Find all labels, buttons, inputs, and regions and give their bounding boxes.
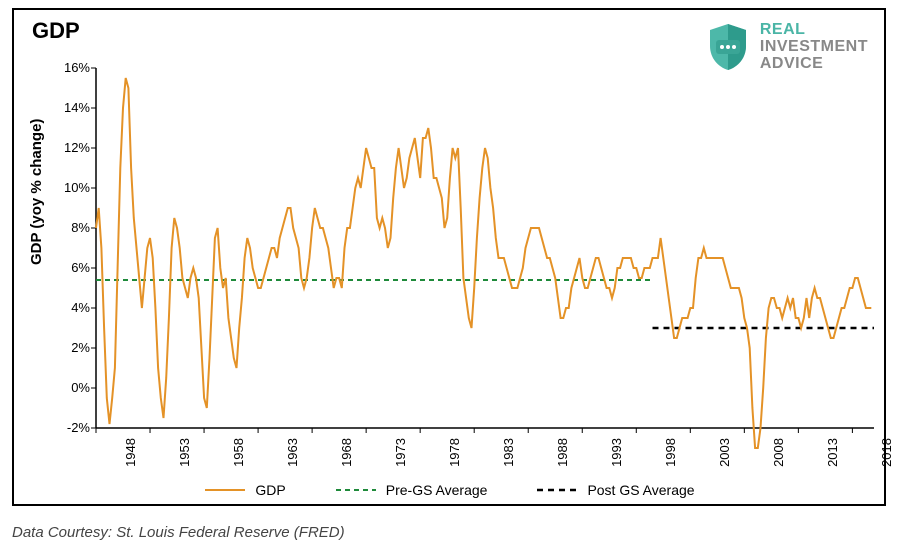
logo-text: REAL INVESTMENT ADVICE bbox=[760, 22, 868, 72]
x-tick-label: 1998 bbox=[663, 438, 678, 467]
shield-icon bbox=[706, 22, 750, 72]
logo-line2: INVESTMENT bbox=[760, 39, 868, 56]
x-tick-label: 1983 bbox=[501, 438, 516, 467]
legend-label: Pre-GS Average bbox=[386, 482, 488, 498]
y-tick-label: 14% bbox=[58, 100, 90, 115]
y-tick-label: -2% bbox=[58, 420, 90, 435]
x-tick-label: 1968 bbox=[339, 438, 354, 467]
x-tick-label: 1953 bbox=[177, 438, 192, 467]
x-tick-label: 1958 bbox=[231, 438, 246, 467]
y-tick-label: 12% bbox=[58, 140, 90, 155]
x-tick-label: 1973 bbox=[393, 438, 408, 467]
y-tick-label: 0% bbox=[58, 380, 90, 395]
legend-label: Post GS Average bbox=[587, 482, 694, 498]
x-tick-label: 1963 bbox=[285, 438, 300, 467]
legend: GDP Pre-GS Average Post GS Average bbox=[14, 482, 884, 498]
plot-area bbox=[96, 68, 874, 428]
x-tick-label: 2003 bbox=[717, 438, 732, 467]
x-tick-label: 1988 bbox=[555, 438, 570, 467]
y-tick-label: 6% bbox=[58, 260, 90, 275]
x-tick-label: 1948 bbox=[123, 438, 138, 467]
legend-item-post-gs: Post GS Average bbox=[535, 482, 694, 498]
chart-title: GDP bbox=[32, 18, 80, 44]
legend-item-pre-gs: Pre-GS Average bbox=[334, 482, 488, 498]
data-credit: Data Courtesy: St. Louis Federal Reserve… bbox=[12, 524, 345, 541]
y-tick-label: 16% bbox=[58, 60, 90, 75]
x-tick-label: 2013 bbox=[825, 438, 840, 467]
chart-frame: GDP REAL INVESTMENT ADVICE GDP (yoy % ch… bbox=[12, 8, 886, 506]
y-tick-label: 8% bbox=[58, 220, 90, 235]
plot-svg bbox=[96, 68, 874, 428]
legend-label: GDP bbox=[255, 482, 285, 498]
y-axis-label: GDP (yoy % change) bbox=[28, 119, 45, 265]
x-tick-label: 1978 bbox=[447, 438, 462, 467]
brand-logo: REAL INVESTMENT ADVICE bbox=[706, 22, 868, 72]
y-tick-label: 10% bbox=[58, 180, 90, 195]
legend-item-gdp: GDP bbox=[203, 482, 285, 498]
logo-line1: REAL bbox=[760, 22, 868, 39]
x-tick-label: 1993 bbox=[609, 438, 624, 467]
x-tick-label: 2008 bbox=[771, 438, 786, 467]
x-tick-label: 2018 bbox=[879, 438, 894, 467]
y-tick-label: 2% bbox=[58, 340, 90, 355]
y-tick-label: 4% bbox=[58, 300, 90, 315]
